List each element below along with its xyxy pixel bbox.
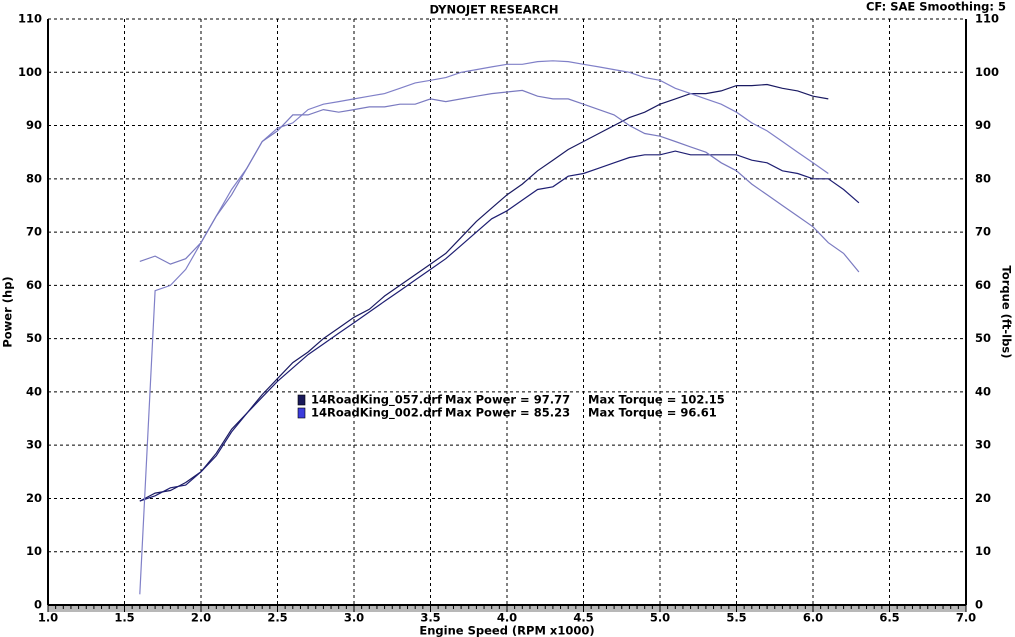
data-line [139,89,860,273]
y-tick-label: 20 [26,491,42,505]
x-tick-label: 5.0 [650,611,670,625]
chart-subtitle: CF: SAE Smoothing: 5 [866,0,1006,14]
legend-torque: Max Torque = 102.15 [588,393,725,407]
y2-tick-label: 0 [975,598,983,612]
y2-tick-label: 80 [975,171,991,185]
y-tick-label: 0 [34,598,42,612]
legend-swatch [297,407,306,419]
y-tick-label: 10 [26,544,42,558]
legend-name: 14RoadKing_057.drf [311,393,443,408]
x-tick-label: 4.0 [497,611,517,625]
y2-tick-label: 100 [975,65,999,79]
y2-tick-label: 10 [975,544,991,558]
y2-tick-label: 70 [975,225,991,239]
y-tick-label: 90 [26,118,42,132]
legend-power: Max Power = 85.23 [445,406,570,420]
y-axis-label: Power (hp) [1,276,15,347]
x-tick-label: 5.5 [726,611,746,625]
y2-axis-label: Torque (ft-lbs) [1000,266,1014,359]
legend-torque: Max Torque = 96.61 [588,406,717,420]
y2-tick-label: 60 [975,278,991,292]
x-tick-label: 6.5 [879,611,899,625]
x-tick-label: 4.5 [573,611,593,625]
x-tick-label: 1.0 [38,611,58,625]
y-tick-label: 80 [26,171,42,185]
y-tick-label: 60 [26,278,42,292]
x-axis-label: Engine Speed (RPM x1000) [419,624,594,637]
y2-tick-label: 20 [975,491,991,505]
y-tick-label: 110 [18,12,42,26]
x-tick-label: 7.0 [956,611,976,625]
chart-title: DYNOJET RESEARCH [429,3,558,17]
data-line [139,150,860,502]
legend-power: Max Power = 97.77 [445,393,570,407]
x-tick-label: 3.0 [344,611,364,625]
legend-swatch [297,394,306,406]
x-tick-label: 6.0 [803,611,823,625]
y2-tick-label: 30 [975,438,991,452]
legend-name: 14RoadKing_002.drf [311,406,443,421]
data-line [139,83,829,502]
y-tick-label: 50 [26,331,42,345]
y2-tick-label: 50 [975,331,991,345]
x-tick-label: 2.0 [191,611,211,625]
y2-tick-label: 90 [975,118,991,132]
x-tick-label: 3.5 [420,611,440,625]
y-tick-label: 100 [18,65,42,79]
x-tick-label: 1.5 [114,611,134,625]
y2-tick-label: 110 [975,12,999,26]
y-tick-label: 40 [26,384,42,398]
y-tick-label: 70 [26,225,42,239]
y-tick-label: 30 [26,438,42,452]
y2-tick-label: 40 [975,384,991,398]
x-tick-label: 2.5 [267,611,287,625]
